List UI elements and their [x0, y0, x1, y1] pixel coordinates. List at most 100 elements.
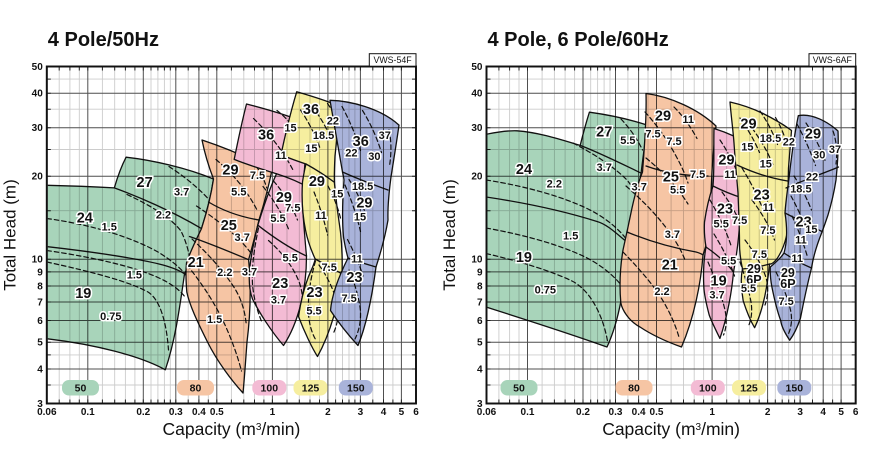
svg-text:11: 11 — [795, 235, 807, 247]
svg-text:10: 10 — [32, 255, 44, 266]
svg-text:21: 21 — [188, 255, 204, 271]
svg-text:23: 23 — [346, 270, 362, 286]
svg-text:0.06: 0.06 — [37, 407, 57, 418]
svg-text:1.5: 1.5 — [563, 231, 578, 243]
svg-text:36: 36 — [303, 102, 319, 118]
svg-text:5.5: 5.5 — [270, 213, 285, 225]
svg-text:2: 2 — [325, 407, 331, 418]
svg-text:22: 22 — [783, 136, 795, 148]
svg-text:25: 25 — [663, 170, 679, 186]
svg-text:5: 5 — [477, 338, 483, 349]
svg-text:2.2: 2.2 — [654, 286, 669, 298]
svg-text:5.5: 5.5 — [721, 256, 736, 268]
svg-text:5.5: 5.5 — [620, 135, 635, 147]
svg-text:4: 4 — [820, 407, 826, 418]
svg-text:40: 40 — [471, 89, 483, 100]
svg-text:24: 24 — [516, 162, 532, 178]
svg-text:15: 15 — [760, 158, 772, 170]
svg-text:11: 11 — [791, 253, 803, 265]
svg-text:50: 50 — [32, 62, 44, 73]
svg-text:15: 15 — [805, 224, 817, 236]
svg-text:11: 11 — [763, 202, 775, 214]
svg-text:22: 22 — [327, 116, 339, 128]
svg-text:Total Head (m): Total Head (m) — [440, 179, 459, 290]
svg-text:23: 23 — [754, 187, 770, 203]
svg-text:4: 4 — [37, 364, 43, 375]
svg-text:23: 23 — [272, 276, 288, 292]
svg-text:6: 6 — [37, 316, 43, 327]
svg-text:7.5: 7.5 — [732, 215, 747, 227]
svg-text:11: 11 — [682, 114, 694, 126]
svg-text:7.5: 7.5 — [690, 169, 705, 181]
svg-text:6: 6 — [413, 407, 419, 418]
svg-text:19: 19 — [711, 273, 727, 289]
svg-text:100: 100 — [261, 383, 279, 395]
svg-text:37: 37 — [379, 130, 391, 142]
svg-text:5.5: 5.5 — [306, 306, 321, 318]
svg-text:0.4: 0.4 — [192, 407, 206, 418]
svg-text:29: 29 — [276, 190, 292, 206]
svg-text:11: 11 — [351, 254, 363, 266]
svg-text:36: 36 — [353, 134, 369, 150]
svg-text:19: 19 — [75, 286, 91, 302]
svg-text:40: 40 — [32, 89, 44, 100]
svg-text:150: 150 — [786, 383, 804, 395]
svg-text:6P: 6P — [746, 273, 761, 287]
svg-text:6P: 6P — [780, 277, 795, 291]
svg-text:9: 9 — [37, 267, 43, 278]
svg-text:4: 4 — [477, 364, 483, 375]
svg-text:Capacity (m3/min): Capacity (m3/min) — [162, 419, 300, 439]
svg-text:8: 8 — [477, 281, 483, 292]
svg-text:125: 125 — [302, 383, 320, 395]
svg-text:Capacity (m3/min): Capacity (m3/min) — [602, 419, 740, 439]
svg-text:3: 3 — [358, 407, 364, 418]
svg-text:23: 23 — [796, 215, 812, 231]
svg-text:3.7: 3.7 — [597, 162, 612, 174]
svg-text:50: 50 — [513, 383, 525, 395]
svg-text:15: 15 — [305, 143, 317, 155]
svg-text:5: 5 — [838, 407, 844, 418]
svg-text:7: 7 — [37, 297, 43, 308]
svg-text:7.5: 7.5 — [778, 296, 793, 308]
svg-text:1: 1 — [709, 407, 715, 418]
svg-text:18.5: 18.5 — [760, 133, 781, 145]
svg-text:29: 29 — [740, 117, 756, 133]
svg-text:3: 3 — [37, 399, 43, 410]
svg-text:6: 6 — [853, 407, 859, 418]
svg-text:29: 29 — [309, 174, 325, 190]
svg-text:36: 36 — [258, 127, 274, 143]
svg-text:10: 10 — [471, 255, 483, 266]
svg-text:22: 22 — [345, 148, 357, 160]
svg-text:2.2: 2.2 — [547, 179, 562, 191]
svg-text:4 Pole, 6 Pole/60Hz: 4 Pole, 6 Pole/60Hz — [488, 29, 669, 51]
svg-text:27: 27 — [596, 125, 612, 141]
svg-text:29: 29 — [747, 262, 761, 276]
svg-text:5.5: 5.5 — [714, 219, 729, 231]
svg-text:7.5: 7.5 — [341, 293, 356, 305]
svg-text:0.2: 0.2 — [576, 407, 590, 418]
svg-text:11: 11 — [315, 210, 327, 222]
svg-text:7.5: 7.5 — [645, 129, 660, 141]
svg-text:50: 50 — [471, 62, 483, 73]
svg-text:150: 150 — [347, 383, 365, 395]
svg-text:30: 30 — [813, 150, 825, 162]
svg-text:24: 24 — [77, 211, 93, 227]
svg-text:29: 29 — [781, 266, 795, 280]
svg-text:15: 15 — [741, 142, 753, 154]
svg-text:11: 11 — [724, 169, 736, 181]
svg-text:0.1: 0.1 — [521, 407, 535, 418]
svg-text:0.3: 0.3 — [609, 407, 623, 418]
svg-text:29: 29 — [805, 127, 821, 143]
svg-text:15: 15 — [284, 123, 296, 135]
svg-text:7.5: 7.5 — [285, 203, 300, 215]
svg-text:3.7: 3.7 — [665, 229, 680, 241]
svg-text:20: 20 — [471, 172, 483, 183]
svg-text:6: 6 — [477, 316, 483, 327]
svg-text:30: 30 — [471, 123, 483, 134]
svg-text:VWS-6AF: VWS-6AF — [813, 55, 853, 65]
svg-text:3.7: 3.7 — [242, 266, 257, 278]
svg-text:125: 125 — [740, 383, 758, 395]
svg-text:0.5: 0.5 — [210, 407, 224, 418]
svg-text:0.3: 0.3 — [169, 407, 183, 418]
svg-text:2.2: 2.2 — [156, 210, 171, 222]
